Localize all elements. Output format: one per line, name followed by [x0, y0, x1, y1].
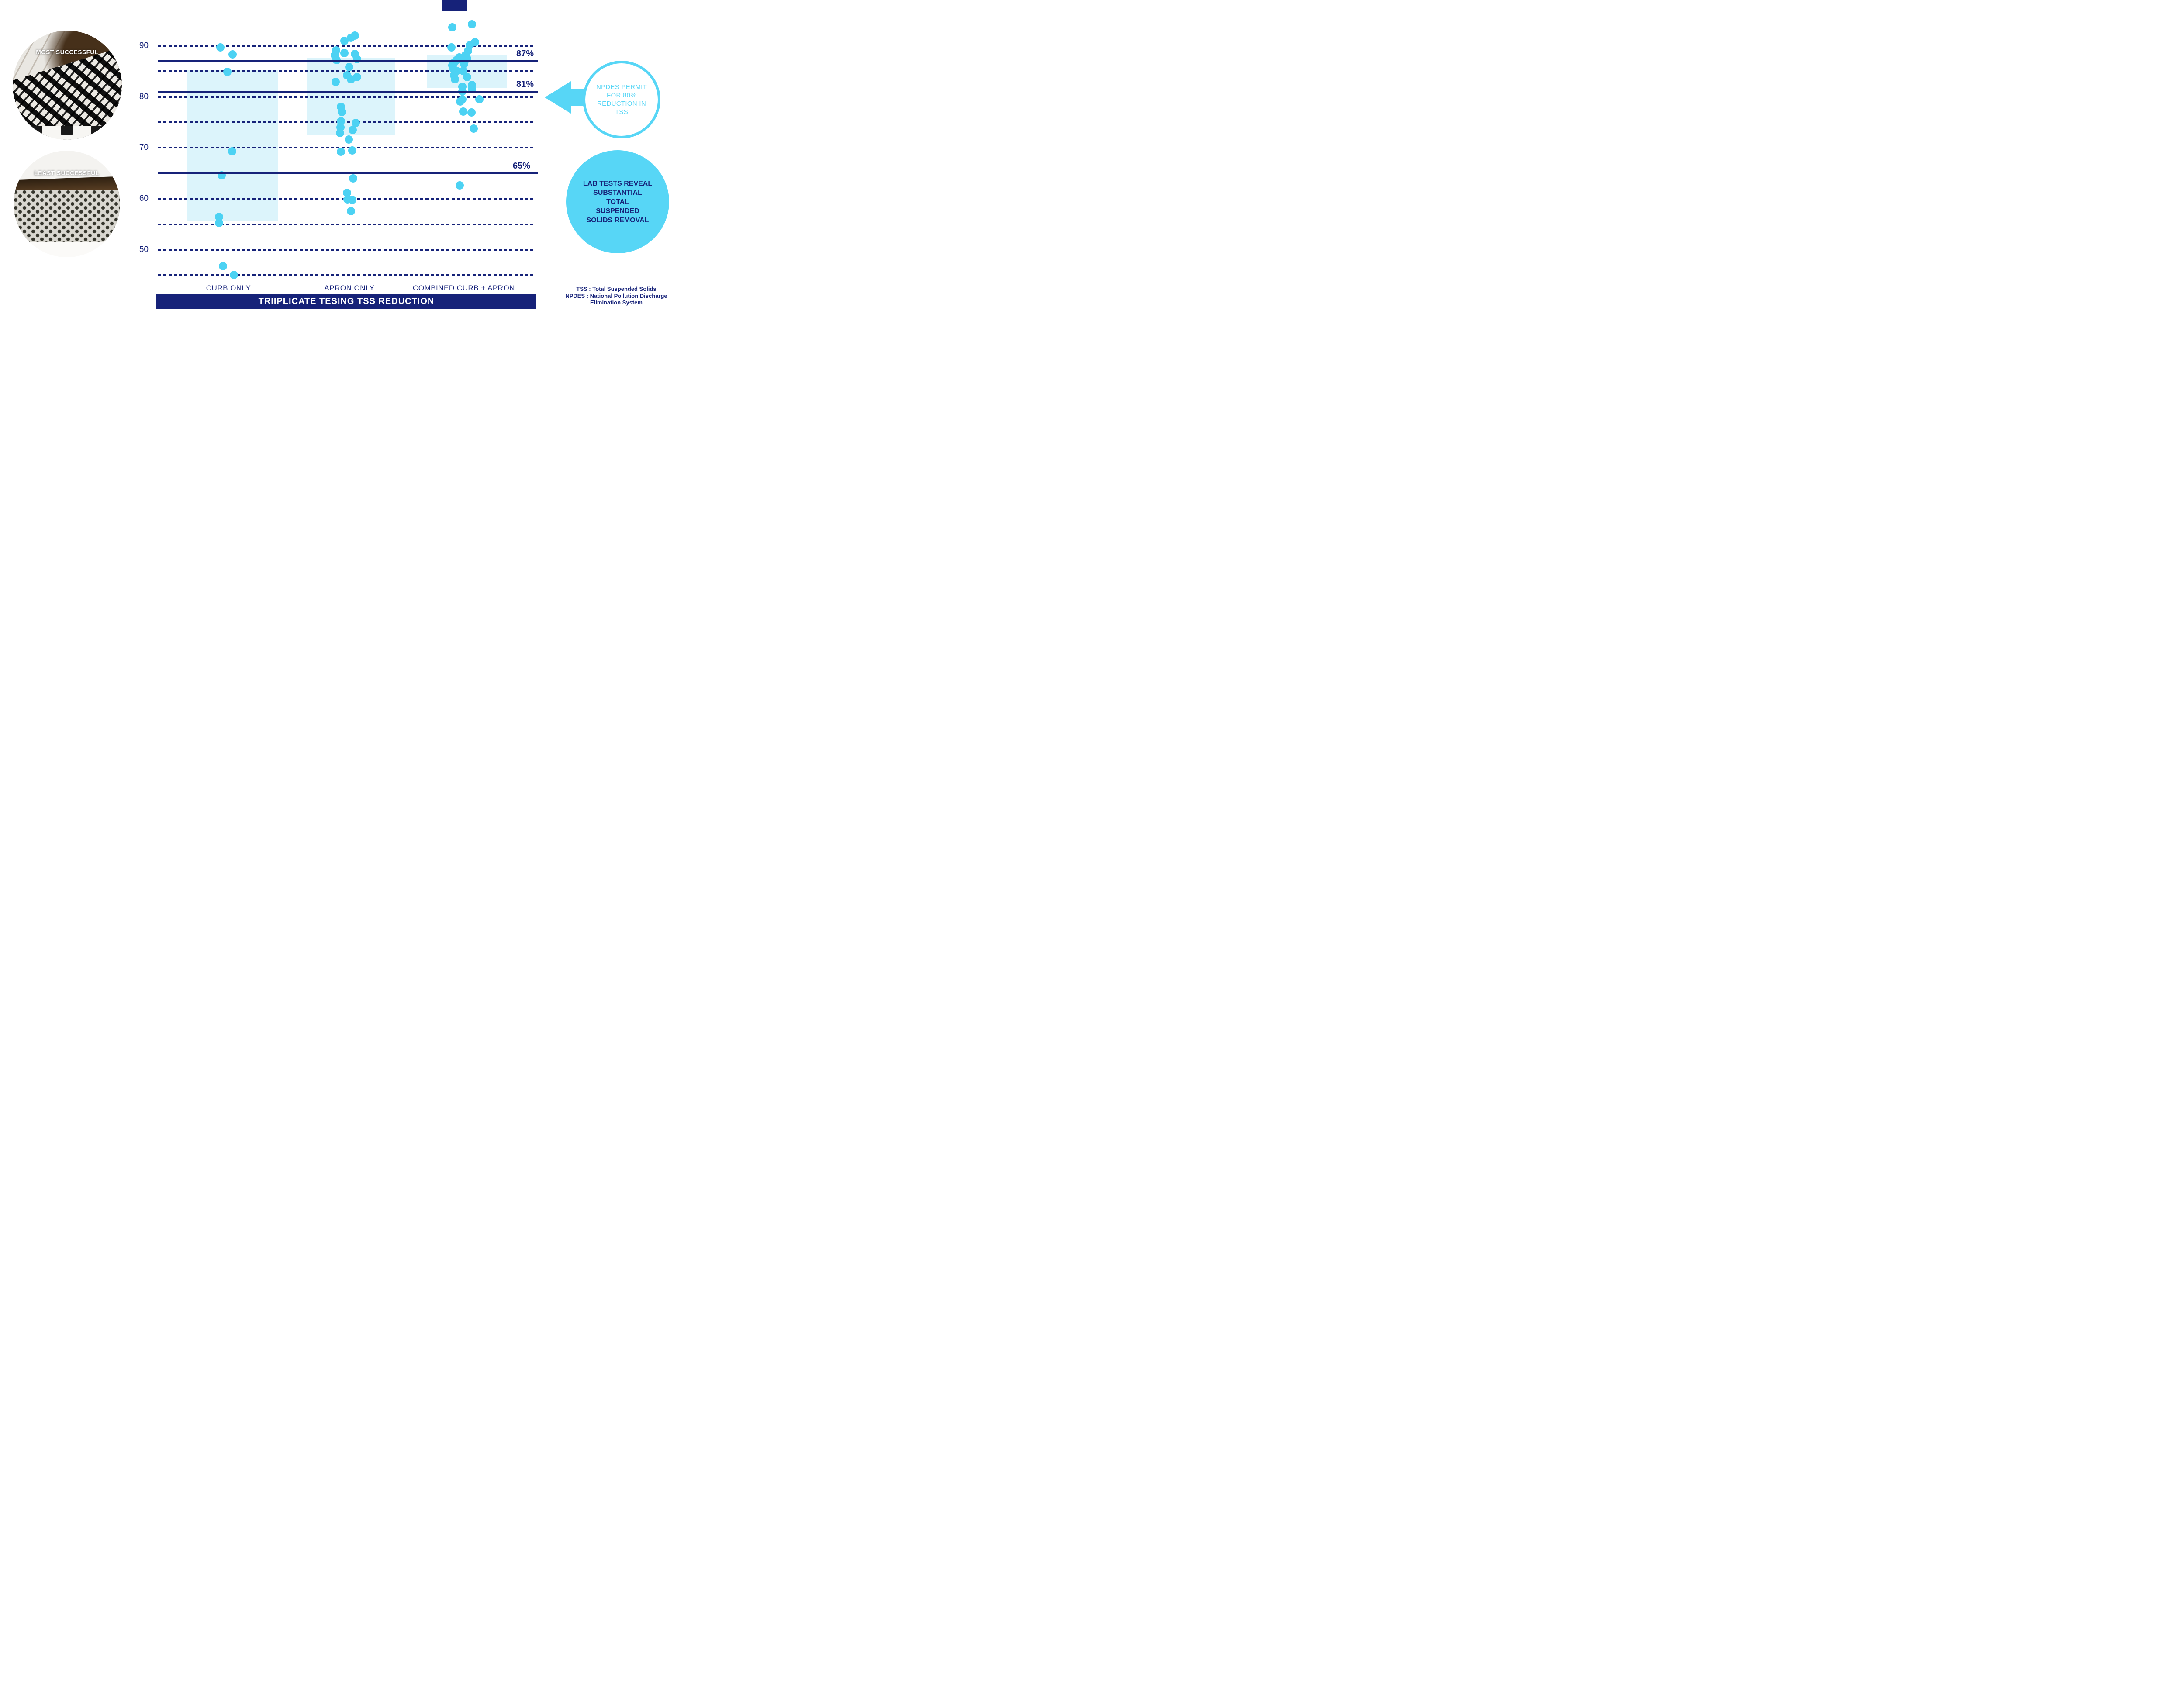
- data-point: [349, 174, 357, 183]
- curb-notch: [91, 125, 104, 135]
- data-point: [448, 23, 456, 32]
- reference-line-label: 87%: [516, 48, 534, 59]
- dotted-gridline: [158, 274, 535, 276]
- data-point: [346, 33, 355, 42]
- data-point: [216, 43, 225, 52]
- data-point: [456, 97, 464, 106]
- infographic-page: MOST SUCCESSFUL LEAST SUCCESSFUL 87% 81% 6…: [0, 0, 691, 338]
- data-point: [455, 181, 464, 190]
- reference-line: [158, 172, 538, 174]
- dotted-gridline: [158, 45, 535, 47]
- data-point: [229, 270, 238, 279]
- least-successful-photo: LEAST SUCCESSFUL: [14, 151, 120, 257]
- data-point: [340, 48, 349, 57]
- least-successful-label: LEAST SUCCESSFUL: [34, 170, 100, 176]
- npdes-permit-circle: NPDES PERMIT FOR 80% REDUCTION IN TSS: [583, 61, 660, 138]
- left-arrow-icon: [545, 81, 571, 114]
- data-point: [336, 148, 345, 156]
- data-point: [332, 56, 341, 64]
- left-arrow-shaft: [570, 89, 585, 106]
- data-point: [459, 107, 467, 116]
- abbreviation-footnote: TSS : Total Suspended Solids NPDES : Nat…: [565, 286, 667, 306]
- reference-line-label: 81%: [516, 79, 534, 89]
- data-point: [228, 147, 236, 156]
- data-point: [348, 126, 357, 135]
- top-navy-rectangle: [442, 0, 467, 11]
- data-point: [337, 108, 346, 117]
- data-point: [214, 212, 223, 221]
- data-point: [340, 36, 349, 45]
- data-point: [346, 75, 355, 84]
- data-point: [467, 20, 476, 29]
- reference-line: [158, 60, 538, 62]
- data-point: [460, 60, 468, 69]
- data-point: [335, 129, 344, 138]
- chart-title: TRIIPLICATE TESING TSS REDUCTION: [258, 296, 435, 306]
- data-point: [331, 78, 340, 86]
- dotted-gridline: [158, 147, 535, 149]
- data-point: [467, 108, 476, 117]
- data-point: [344, 135, 353, 144]
- data-point: [218, 262, 227, 270]
- curb-notch: [61, 125, 73, 135]
- data-point: [463, 72, 471, 81]
- y-axis-tick-label: 80: [139, 92, 149, 101]
- curb-notch: [30, 125, 42, 135]
- data-point: [348, 196, 356, 204]
- reference-line-label: 65%: [512, 161, 530, 171]
- range-box: [187, 69, 278, 221]
- perforated-grate-texture: [14, 190, 120, 242]
- category-label: CURB ONLY: [206, 284, 251, 292]
- y-axis-tick-label: 90: [139, 41, 149, 50]
- curb-edge: [14, 242, 120, 257]
- data-point: [450, 75, 459, 84]
- category-label: COMBINED CURB + APRON: [413, 284, 515, 292]
- lab-tests-circle: LAB TESTS REVEAL SUBSTANTIAL TOTAL SUSPE…: [566, 150, 669, 253]
- most-successful-label: MOST SUCCESSFUL: [36, 49, 99, 55]
- chart-title-bar: TRIIPLICATE TESING TSS REDUCTION: [156, 294, 536, 309]
- most-successful-photo: MOST SUCCESSFUL: [13, 31, 122, 140]
- dotted-gridline: [158, 249, 535, 251]
- category-label: APRON ONLY: [324, 284, 375, 292]
- data-point: [348, 146, 356, 155]
- data-point: [342, 188, 351, 197]
- data-point: [351, 118, 360, 127]
- data-point: [228, 50, 237, 59]
- data-point: [475, 95, 484, 103]
- dotted-gridline: [158, 121, 535, 123]
- data-point: [345, 63, 353, 72]
- data-point: [214, 218, 223, 227]
- dotted-gridline: [158, 223, 535, 225]
- reference-line: [158, 90, 538, 93]
- data-point: [223, 67, 232, 76]
- data-point: [469, 124, 478, 133]
- data-point: [346, 207, 355, 215]
- dotted-gridline: [158, 96, 535, 98]
- y-axis-tick-label: 60: [139, 194, 149, 204]
- y-axis-tick-label: 70: [139, 143, 149, 152]
- data-point: [447, 43, 456, 52]
- y-axis-tick-label: 50: [139, 245, 149, 254]
